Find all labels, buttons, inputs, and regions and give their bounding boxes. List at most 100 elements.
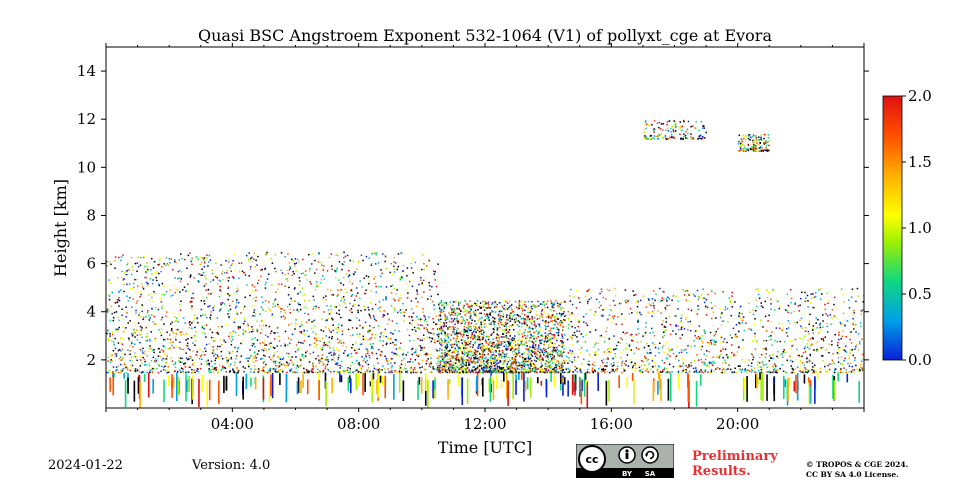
signal-point bbox=[366, 348, 368, 351]
signal-point bbox=[125, 274, 127, 277]
signal-point bbox=[324, 367, 327, 369]
signal-point bbox=[483, 323, 486, 325]
signal-point bbox=[501, 363, 504, 365]
signal-point bbox=[130, 356, 133, 359]
signal-point bbox=[553, 337, 556, 339]
signal-point bbox=[526, 363, 528, 366]
signal-point bbox=[542, 357, 544, 359]
signal-point bbox=[274, 254, 277, 256]
signal-point bbox=[526, 345, 528, 347]
signal-point bbox=[127, 337, 130, 339]
signal-point bbox=[133, 282, 135, 285]
signal-point bbox=[589, 309, 592, 311]
signal-point bbox=[571, 350, 574, 352]
signal-point bbox=[547, 354, 550, 357]
signal-point bbox=[443, 365, 445, 368]
signal-point bbox=[489, 312, 492, 315]
signal-point bbox=[506, 370, 509, 372]
signal-point bbox=[496, 362, 498, 365]
signal-point bbox=[505, 307, 507, 310]
signal-point bbox=[634, 293, 637, 296]
signal-point bbox=[341, 263, 344, 265]
signal-point bbox=[341, 330, 344, 332]
signal-point bbox=[498, 323, 500, 326]
signal-point bbox=[274, 364, 277, 367]
signal-point bbox=[819, 367, 822, 370]
signal-point bbox=[540, 360, 542, 362]
signal-point bbox=[453, 366, 455, 369]
signal-point bbox=[432, 327, 434, 330]
signal-point bbox=[458, 368, 460, 371]
signal-point bbox=[534, 346, 537, 348]
signal-column bbox=[562, 377, 564, 383]
signal-point bbox=[561, 340, 563, 342]
signal-point bbox=[265, 365, 267, 367]
signal-point bbox=[580, 333, 583, 335]
signal-column bbox=[379, 375, 382, 383]
signal-point bbox=[508, 367, 511, 369]
signal-point bbox=[570, 288, 572, 291]
signal-point bbox=[210, 314, 212, 316]
signal-point bbox=[139, 291, 142, 294]
signal-point bbox=[553, 304, 555, 306]
signal-point bbox=[141, 350, 144, 352]
signal-point bbox=[469, 329, 471, 332]
signal-point bbox=[210, 336, 213, 339]
signal-point bbox=[468, 369, 470, 371]
signal-point bbox=[202, 296, 204, 299]
signal-point bbox=[524, 369, 526, 372]
signal-point bbox=[189, 301, 192, 303]
signal-point bbox=[487, 369, 490, 372]
signal-point bbox=[400, 312, 402, 314]
signal-point bbox=[529, 330, 531, 333]
signal-point bbox=[334, 363, 337, 365]
signal-point bbox=[518, 364, 521, 367]
signal-point bbox=[494, 357, 496, 359]
signal-point bbox=[253, 309, 256, 311]
signal-point bbox=[236, 289, 239, 292]
signal-point bbox=[418, 363, 421, 365]
signal-point bbox=[584, 295, 587, 298]
signal-point bbox=[150, 368, 153, 371]
signal-point bbox=[495, 305, 498, 308]
signal-point bbox=[382, 335, 385, 337]
signal-point bbox=[366, 370, 369, 372]
signal-point bbox=[563, 300, 566, 303]
signal-point bbox=[312, 321, 315, 323]
signal-point bbox=[296, 323, 298, 326]
signal-point bbox=[545, 356, 548, 359]
signal-point bbox=[422, 334, 425, 336]
signal-point bbox=[591, 367, 594, 370]
signal-point bbox=[556, 348, 559, 351]
signal-point bbox=[419, 371, 421, 373]
signal-point bbox=[386, 342, 388, 345]
signal-point bbox=[244, 274, 247, 276]
signal-point bbox=[121, 358, 124, 360]
signal-point bbox=[297, 293, 299, 295]
signal-point bbox=[234, 331, 237, 334]
signal-point bbox=[469, 315, 472, 318]
signal-point bbox=[227, 310, 230, 312]
signal-point bbox=[181, 357, 183, 360]
signal-point bbox=[244, 331, 247, 334]
signal-point bbox=[280, 252, 283, 254]
signal-point bbox=[634, 362, 636, 365]
signal-point bbox=[504, 356, 506, 359]
signal-point bbox=[149, 345, 151, 347]
signal-point bbox=[424, 353, 427, 356]
signal-point bbox=[528, 326, 531, 328]
signal-point bbox=[486, 347, 489, 350]
signal-point bbox=[122, 254, 124, 256]
signal-point bbox=[450, 366, 453, 369]
signal-point bbox=[416, 293, 419, 295]
signal-point bbox=[136, 369, 139, 372]
signal-point bbox=[464, 321, 467, 324]
signal-point bbox=[680, 328, 683, 330]
signal-point bbox=[505, 332, 508, 334]
signal-point bbox=[494, 367, 497, 370]
signal-point bbox=[206, 363, 208, 366]
signal-point bbox=[461, 367, 463, 370]
signal-point bbox=[343, 251, 345, 254]
signal-point bbox=[552, 351, 555, 353]
signal-point bbox=[422, 354, 425, 357]
